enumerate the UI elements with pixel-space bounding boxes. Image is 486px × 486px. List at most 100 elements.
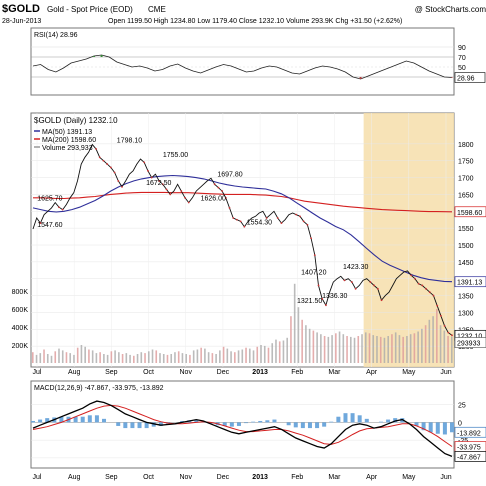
volume-bar xyxy=(271,343,274,363)
macd-histogram-bar xyxy=(378,421,383,423)
x-tick-label: Oct xyxy=(143,474,154,481)
macd-current-box xyxy=(454,451,486,462)
macd-histogram-bar xyxy=(194,419,199,423)
macd-title: MACD(12,26,9) -47.867, -33.975, -13.892 xyxy=(34,385,164,392)
price-tick-label: 1700 xyxy=(458,176,474,183)
macd-histogram-bar xyxy=(350,413,355,423)
x-tick-label: Mar xyxy=(328,369,341,376)
volume-bar xyxy=(327,336,330,363)
volume-bar xyxy=(421,328,423,363)
price-down-mark xyxy=(376,287,379,290)
price-down-mark xyxy=(447,331,450,334)
macd-histogram-bar xyxy=(45,418,50,423)
price-annotation: 1547.60 xyxy=(37,222,62,229)
volume-bar xyxy=(106,354,109,363)
macd-histogram-bar xyxy=(322,422,327,427)
x-tick-label: Nov xyxy=(180,369,193,376)
price-down-mark xyxy=(265,217,268,219)
macd-histogram-bar xyxy=(130,422,135,429)
macd-current-box xyxy=(454,426,486,438)
price-down-mark xyxy=(414,277,416,280)
volume-bar xyxy=(103,354,105,363)
volume-bar xyxy=(346,336,348,363)
volume-bar xyxy=(189,354,191,363)
volume-bar xyxy=(155,350,158,363)
price-down-mark xyxy=(113,171,116,174)
current-value-label: 293933 xyxy=(457,341,480,348)
volume-bar xyxy=(39,353,42,363)
price-down-mark xyxy=(180,190,183,192)
volume-bar xyxy=(136,354,139,363)
volume-bar xyxy=(144,353,146,363)
price-down-mark xyxy=(439,314,442,317)
macd-histogram-bar xyxy=(73,416,78,423)
price-down-mark xyxy=(428,291,431,294)
price-down-mark xyxy=(325,304,327,307)
price-down-mark xyxy=(432,294,435,297)
macd-histogram-bar xyxy=(137,422,142,429)
x-tick-label: Sep xyxy=(105,474,118,481)
price-down-mark xyxy=(39,222,42,224)
volume-bar xyxy=(349,336,352,363)
x-tick-label: Apr xyxy=(366,474,378,481)
volume-bar xyxy=(185,354,187,363)
price-down-mark xyxy=(109,166,112,169)
price-plot: 1200125013001350140014501500155016001650… xyxy=(12,113,486,367)
price-down-mark xyxy=(169,193,172,196)
rsi-title: RSI(14) 28.96 xyxy=(34,32,78,39)
macd-histogram-bar xyxy=(251,421,256,423)
price-tick-label: 1500 xyxy=(458,243,474,250)
macd-tick-label: 25 xyxy=(458,403,466,410)
x-tick-label: May xyxy=(402,369,416,376)
price-annotation: 1336.30 xyxy=(322,293,347,300)
instrument-name: Gold - Spot Price (EOD) xyxy=(47,5,133,14)
ma50-line xyxy=(32,174,453,283)
volume-bar xyxy=(417,331,419,363)
macd-histogram-bar xyxy=(123,422,128,429)
volume-bar xyxy=(248,348,251,363)
volume-tick-label: 400K xyxy=(12,325,29,332)
price-down-mark xyxy=(213,183,216,186)
volume-bar xyxy=(50,355,53,363)
volume-bar xyxy=(409,334,412,363)
price-down-mark xyxy=(236,218,238,221)
volume-bar xyxy=(402,336,404,363)
macd-histogram-bar xyxy=(265,420,270,423)
macd-histogram-bar xyxy=(357,415,362,423)
macd-histogram-bar xyxy=(144,422,149,429)
volume-bar xyxy=(372,335,375,363)
price-down-mark xyxy=(95,148,97,150)
volume-bar xyxy=(275,339,277,363)
price-down-mark xyxy=(221,190,224,192)
macd-current-label: -13.892 xyxy=(457,430,481,437)
price-annotation: 1755.00 xyxy=(163,152,188,159)
price-down-mark xyxy=(106,163,109,165)
x-tick-label: Dec xyxy=(217,474,230,481)
current-value-label: 1232.10 xyxy=(457,333,482,340)
price-down-mark xyxy=(243,225,246,228)
price-down-mark xyxy=(58,206,60,209)
volume-bar xyxy=(342,334,345,363)
volume-bar xyxy=(237,350,240,363)
volume-bar xyxy=(58,348,60,363)
volume-bar xyxy=(439,325,442,363)
volume-bar xyxy=(121,354,124,363)
price-down-mark xyxy=(276,217,279,219)
price-down-mark xyxy=(239,220,242,223)
volume-bar xyxy=(162,354,165,363)
price-title: $GOLD (Daily) 1232.10 xyxy=(34,116,118,125)
price-down-mark xyxy=(443,325,446,327)
macd-histogram-bar xyxy=(293,422,298,428)
price-down-mark xyxy=(451,334,453,337)
volume-bar xyxy=(245,347,247,363)
price-down-mark xyxy=(421,284,424,287)
volume-bar xyxy=(293,283,296,363)
volume-bar xyxy=(432,316,434,363)
rsi-current-box xyxy=(454,72,486,83)
volume-bar xyxy=(69,353,72,363)
volume-bar xyxy=(73,354,75,363)
x-tick-label: Jun xyxy=(440,369,451,376)
price-down-mark xyxy=(317,284,320,287)
price-down-mark xyxy=(380,299,383,302)
